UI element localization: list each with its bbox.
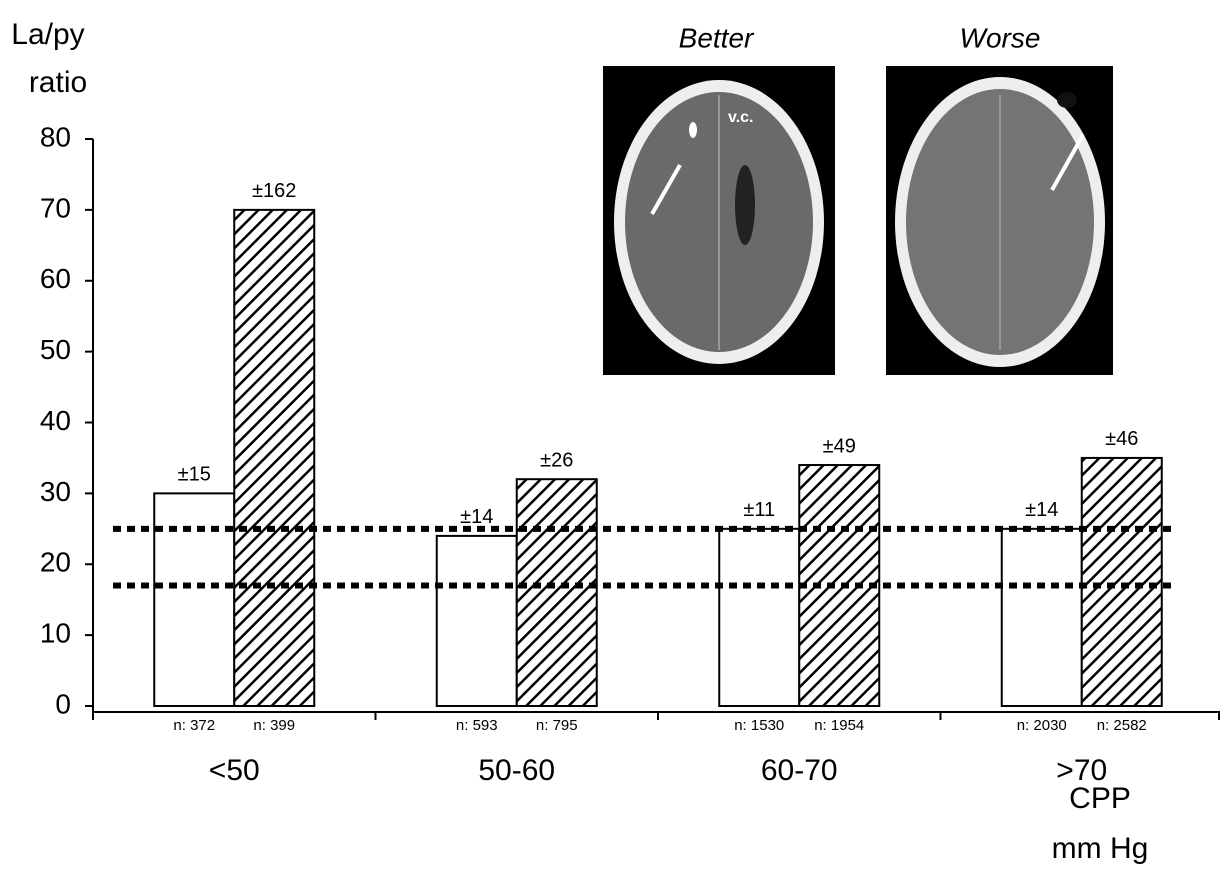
bar — [798, 464, 881, 707]
x-tick-label: <50 — [209, 754, 260, 787]
error-label: ±26 — [540, 449, 573, 471]
y-tick-label: 30 — [40, 476, 71, 507]
error-label: ±162 — [252, 180, 296, 202]
y-axis-title: La/py — [11, 18, 84, 51]
bar — [1000, 527, 1083, 707]
error-label: ±46 — [1105, 428, 1138, 450]
error-label: ±14 — [1025, 499, 1058, 521]
bar — [153, 492, 236, 707]
x-tick-label: 60-70 — [761, 754, 838, 787]
x-axis-title: CPP — [1069, 782, 1131, 815]
n-label: n: 2030 — [1017, 717, 1067, 734]
ct-image-better — [603, 66, 835, 375]
y-tick-label: 60 — [40, 263, 71, 294]
image-label: v.c. — [728, 109, 754, 126]
y-tick-label: 20 — [40, 547, 71, 578]
n-label: n: 1954 — [814, 717, 864, 734]
ct-image-worse — [886, 66, 1113, 375]
error-label: ±11 — [743, 499, 775, 521]
x-tick-label: >70 — [1056, 754, 1107, 787]
n-label: n: 399 — [253, 717, 295, 734]
image-caption: Worse — [960, 22, 1041, 53]
bar — [435, 534, 518, 708]
y-tick-label: 50 — [40, 334, 71, 365]
n-label: n: 1530 — [734, 717, 784, 734]
bar — [515, 478, 598, 708]
x-tick-label: 50-60 — [478, 754, 555, 787]
n-label: n: 593 — [456, 717, 498, 734]
y-tick-label: 10 — [40, 618, 71, 649]
y-tick-label: 80 — [40, 121, 71, 152]
y-axis-title: ratio — [29, 66, 87, 99]
n-label: n: 2582 — [1097, 717, 1147, 734]
y-tick-label: 0 — [55, 688, 71, 719]
n-label: n: 795 — [536, 717, 578, 734]
n-label: n: 372 — [173, 717, 215, 734]
y-tick-label: 70 — [40, 192, 71, 223]
bar — [718, 527, 801, 707]
error-label: ±15 — [178, 464, 211, 486]
bar — [1080, 456, 1163, 707]
image-caption: Better — [679, 22, 755, 53]
bar — [233, 208, 316, 707]
error-label: ±14 — [460, 506, 493, 528]
x-axis-title: mm Hg — [1052, 832, 1149, 865]
error-label: ±49 — [823, 435, 856, 457]
y-tick-label: 40 — [40, 405, 71, 436]
